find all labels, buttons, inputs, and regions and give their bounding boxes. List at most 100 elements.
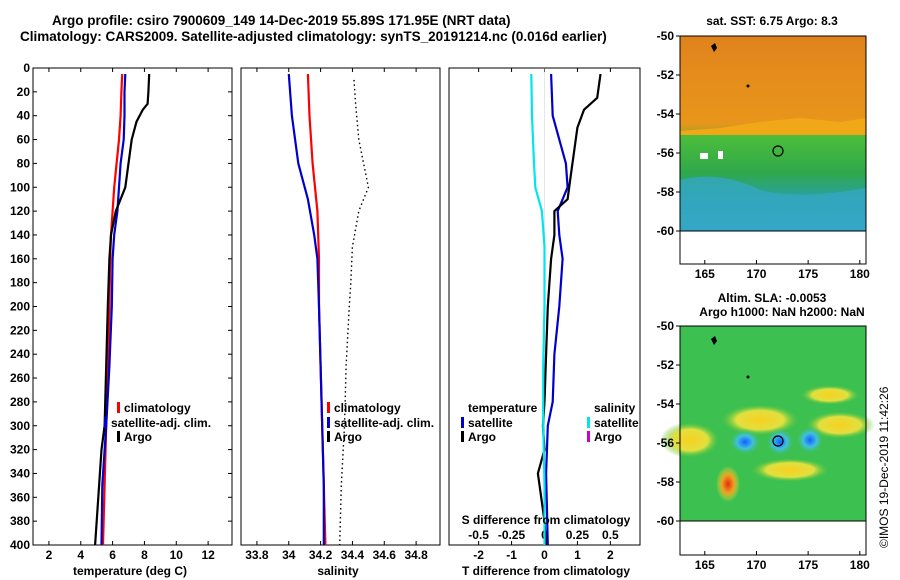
x-tick-label: 34.4 <box>341 548 365 562</box>
y-tick-label: 260 <box>10 371 30 385</box>
x-tick-label: -1 <box>506 548 517 562</box>
sla-axis-box <box>679 520 867 556</box>
x-tick-label: 4 <box>77 548 84 562</box>
sla-anomaly-low <box>796 426 824 454</box>
x-tick-label: 10 <box>170 548 184 562</box>
legend3-s-satellite-swatch <box>587 417 590 428</box>
x-tick-label: 2 <box>46 548 53 562</box>
legend3-s-argo-swatch <box>587 431 590 442</box>
profile-panel-2: 33.8 34 34.2 34.4 34.6 34.8 <box>240 67 441 562</box>
legend2-satellite-label: satellite-adj. clim. <box>334 416 434 430</box>
series-t-satellite <box>544 73 569 546</box>
title-line-2: Climatology: CARS2009. Satellite-adjuste… <box>20 29 607 44</box>
lon-tick-label: 170 <box>746 558 766 572</box>
y-tick-label: 220 <box>10 323 30 337</box>
legend2-climatology-swatch <box>327 402 330 413</box>
island-marker <box>711 336 717 345</box>
island-marker <box>711 43 717 52</box>
x-tick-label: 34 <box>282 548 296 562</box>
sla-anomaly-high <box>660 422 720 458</box>
sla-map: Altim. SLA: -0.0053 Argo h1000: NaN h200… <box>657 291 875 572</box>
y-tick-label: 300 <box>10 419 30 433</box>
sla-anomaly-high <box>800 385 860 405</box>
x-tick-label: 34.2 <box>309 548 333 562</box>
sla-anomaly-low <box>729 429 761 455</box>
profile-panels: 0204060801001201401601802002202402602803… <box>10 61 641 562</box>
sla-anomaly-high <box>805 411 875 439</box>
panel2-xlabel: salinity <box>317 564 359 578</box>
legend3-t-argo-label: Argo <box>468 430 496 444</box>
profile-panel-3: -2 -1 0 1 2-0.5 -0.25 0 0.25 0.5 <box>448 67 641 562</box>
sla-map-title-2: Argo h1000: NaN h2000: NaN <box>699 305 864 319</box>
y-tick-label: 340 <box>10 466 30 480</box>
y-tick-label: 400 <box>10 538 30 552</box>
series-argo <box>339 79 370 546</box>
x-tick-label: 34.8 <box>404 548 428 562</box>
lon-tick-label: 175 <box>798 267 818 281</box>
lat-tick-label: -54 <box>657 397 675 411</box>
panel-frame <box>240 67 441 546</box>
lat-tick-label: -60 <box>657 224 675 238</box>
x-tick-label: 12 <box>201 548 215 562</box>
legend-satellite-label: satellite-adj. clim. <box>111 416 211 430</box>
x-tick-label: 2 <box>607 548 614 562</box>
series-s-satellite <box>530 73 546 545</box>
legend2-climatology-label: climatology <box>334 401 401 415</box>
x-tick-label: 1 <box>574 548 581 562</box>
y-tick-label: 200 <box>10 300 30 314</box>
legend3-s-satellite-label: satellite <box>594 416 639 430</box>
sst-map-title: sat. SST: 6.75 Argo: 8.3 <box>706 14 838 28</box>
legend-panel1: climatology satellite-adj. clim. Argo <box>104 401 211 444</box>
series-argo <box>94 73 151 546</box>
x-tick-label: -2 <box>473 548 484 562</box>
series-satellite-adj-clim- <box>287 73 325 545</box>
lon-tick-label: 170 <box>746 267 766 281</box>
y-tick-label: 160 <box>10 252 30 266</box>
island-marker <box>746 84 750 88</box>
sst-axis-box <box>679 230 867 265</box>
x-tick-label: 0 <box>541 548 548 562</box>
y-tick-label: 80 <box>17 156 31 170</box>
y-tick-label: 360 <box>10 490 30 504</box>
watermark: ©IMOS 19-Dec-2019 11:42:26 <box>877 386 891 548</box>
lat-tick-label: -56 <box>657 146 675 160</box>
y-tick-label: 120 <box>10 204 30 218</box>
y-tick-label: 240 <box>10 347 30 361</box>
legend3-temperature-title: temperature <box>468 401 538 415</box>
y-tick-label: 60 <box>17 133 31 147</box>
argo-position-marker <box>772 435 784 447</box>
legend-panel2: climatology satellite-adj. clim. Argo <box>327 401 434 444</box>
legend3-salinity-title: salinity <box>594 401 636 415</box>
y-tick-label: 20 <box>17 85 31 99</box>
sst-front <box>680 118 866 135</box>
legend3-t-satellite-label: satellite <box>468 416 513 430</box>
y-tick-label: 180 <box>10 276 30 290</box>
legend3-s-argo-label: Argo <box>594 430 622 444</box>
legend2-argo-swatch <box>327 431 330 442</box>
legend-satellite-swatch <box>104 417 107 428</box>
sla-map-title-1: Altim. SLA: -0.0053 <box>718 291 827 305</box>
sla-anomaly-low <box>766 428 794 456</box>
legend-climatology-label: climatology <box>124 401 191 415</box>
x-tick-label: 6 <box>109 548 116 562</box>
x-tick-label: 33.8 <box>245 548 269 562</box>
lat-tick-label: -52 <box>657 358 675 372</box>
y-tick-label: 0 <box>23 61 30 75</box>
legend2-satellite-swatch <box>327 417 330 428</box>
lat-tick-label: -56 <box>657 436 675 450</box>
series-satellite-adj-clim- <box>100 73 127 546</box>
x-tick-label: 34.6 <box>373 548 397 562</box>
legend3-t-satellite-swatch <box>461 417 464 428</box>
y-tick-label: 320 <box>10 443 30 457</box>
lat-tick-label: -50 <box>657 29 675 43</box>
x-top-tick-label: -0.5 <box>468 528 489 542</box>
sst-warm-region <box>680 36 866 131</box>
y-tick-label: 380 <box>10 514 30 528</box>
panel1-xlabel: temperature (deg C) <box>73 564 187 578</box>
y-tick-label: 140 <box>10 228 30 242</box>
legend2-argo-label: Argo <box>334 430 362 444</box>
sla-anomaly-high <box>750 458 830 482</box>
sst-cloud-gap <box>700 153 708 159</box>
legend-panel3: temperature satellite Argo salinity sate… <box>461 401 639 444</box>
